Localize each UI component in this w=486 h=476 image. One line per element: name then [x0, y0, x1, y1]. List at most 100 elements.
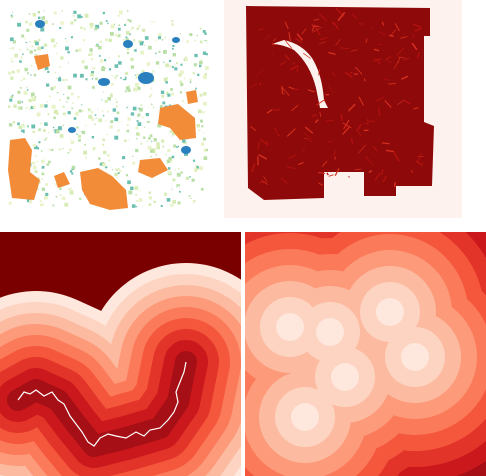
terrain-streak: [350, 49, 358, 52]
landcover-pixel: [139, 107, 143, 112]
landcover-pixel: [39, 200, 42, 203]
landcover-pixel: [104, 38, 108, 42]
landcover-pixel: [203, 75, 207, 79]
landcover-pixel: [55, 183, 58, 186]
landcover-pixel: [94, 148, 97, 151]
landcover-pixel: [43, 172, 45, 174]
landcover-pixel: [32, 143, 36, 147]
landcover-pixel: [127, 88, 131, 92]
landcover-pixel: [95, 44, 98, 47]
landcover-pixel: [112, 75, 114, 77]
landcover-pixel: [146, 117, 150, 122]
landcover-pixel: [165, 63, 169, 68]
landcover-pixel: [162, 145, 165, 148]
landcover-pixel: [67, 152, 70, 154]
terrain-streak: [344, 71, 353, 79]
landcover-pixel: [134, 186, 139, 190]
landcover-pixel: [44, 69, 46, 71]
terrain-streak: [383, 78, 390, 81]
landcover-pixel: [114, 135, 119, 140]
landcover-pixel: [203, 164, 206, 167]
landcover-pixel: [34, 151, 38, 155]
landcover-pixel: [173, 170, 175, 173]
landcover-pixel: [76, 126, 79, 129]
landcover-pixel: [46, 164, 50, 168]
landcover-pixel: [82, 39, 85, 42]
landcover-pixel: [147, 145, 152, 150]
landcover-pixel: [23, 91, 28, 95]
landcover-pixel: [84, 13, 89, 18]
panel-d-point-distance-map: [245, 232, 486, 476]
landcover-pixel: [98, 118, 102, 123]
terrain-streak: [381, 21, 385, 26]
landcover-pixel: [116, 33, 119, 35]
landcover-pixel: [24, 67, 28, 72]
landcover-pixel: [172, 47, 174, 50]
landcover-pixel: [192, 72, 195, 75]
landcover-pixel: [41, 46, 44, 49]
landcover-pixel: [47, 151, 49, 153]
landcover-pixel: [31, 124, 36, 129]
terrain-streak: [412, 33, 415, 38]
landcover-pixel: [199, 93, 203, 97]
landcover-pixel: [90, 68, 93, 72]
landcover-pixel: [27, 126, 29, 128]
terrain-streak: [344, 125, 351, 128]
landcover-pixel: [129, 33, 131, 36]
landcover-pixel: [124, 139, 127, 142]
landcover-pixel: [12, 40, 16, 44]
landcover-pixel: [39, 76, 44, 80]
landcover-pixel: [171, 131, 176, 136]
landcover-pixel: [163, 61, 165, 63]
landcover-pixel: [33, 73, 37, 77]
landcover-pixel: [41, 166, 45, 169]
landcover-pixel: [35, 41, 39, 46]
landcover-pixel: [89, 25, 93, 29]
landcover-pixel: [125, 71, 129, 75]
terrain-streak: [354, 66, 363, 75]
landcover-pixel: [64, 202, 69, 207]
landcover-pixel: [39, 94, 42, 97]
landcover-pixel: [69, 138, 72, 141]
terrain-texture: [250, 8, 424, 188]
landcover-pixel: [68, 187, 72, 191]
landcover-pixel: [118, 55, 120, 58]
landcover-pixel: [104, 100, 108, 103]
landcover-pixel: [198, 129, 201, 132]
landcover-pixel: [71, 107, 74, 110]
landcover-pixel: [101, 67, 105, 72]
landcover-pixel: [58, 78, 62, 82]
landcover-pixel: [16, 18, 20, 22]
landcover-pixel: [168, 157, 172, 161]
landcover-pixel: [90, 57, 94, 61]
landcover-pixel: [78, 48, 82, 52]
terrain-streak: [288, 153, 297, 159]
terrain-streak: [363, 78, 366, 82]
landcover-pixel: [54, 71, 56, 74]
landcover-pixel: [45, 198, 47, 201]
landcover-pixel: [149, 95, 151, 98]
landcover-pixel: [41, 10, 45, 15]
landcover-pixel: [136, 132, 140, 136]
landcover-pixel: [40, 122, 42, 125]
terrain-streak: [385, 55, 392, 61]
landcover-pixel: [93, 163, 96, 165]
landcover-pixel: [30, 65, 33, 67]
landcover-pixel: [70, 92, 74, 96]
landcover-pixel: [123, 169, 128, 174]
landcover-pixel: [56, 92, 59, 94]
landcover-pixel: [181, 157, 183, 159]
path-distance-svg: [0, 232, 241, 476]
landcover-pixel: [48, 183, 51, 186]
landcover-pixel: [136, 27, 139, 30]
terrain-streak: [358, 96, 365, 106]
landcover-pixel: [196, 34, 198, 37]
landcover-pixel: [78, 109, 82, 113]
landcover-pixel: [89, 22, 94, 27]
landcover-pixel: [115, 98, 117, 100]
terrain-streak: [281, 87, 290, 96]
landcover-pixel: [116, 74, 118, 77]
terrain-streak: [381, 142, 390, 145]
landcover-pixel: [67, 111, 71, 115]
terrain-streak: [302, 145, 306, 153]
